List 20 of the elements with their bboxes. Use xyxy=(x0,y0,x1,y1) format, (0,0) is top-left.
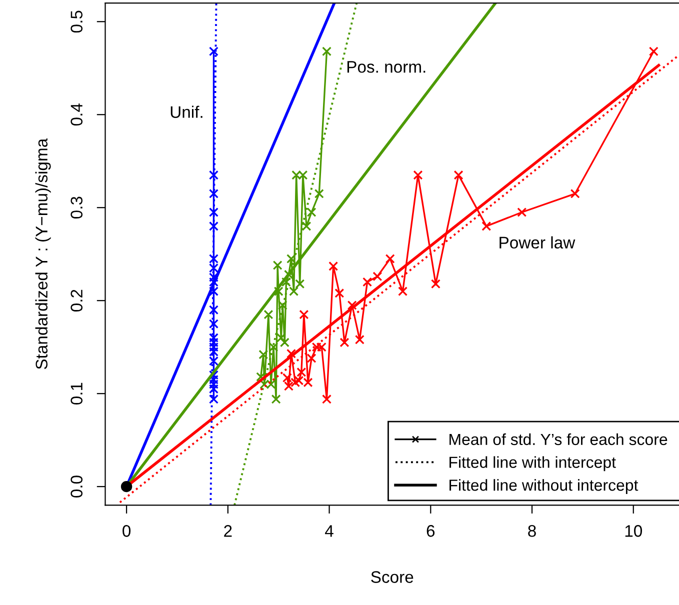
x-tick-label: 0 xyxy=(122,525,131,537)
y-tick-label: 0.1 xyxy=(70,382,83,405)
x-tick-label: 8 xyxy=(528,525,536,537)
y-tick-label: 0.3 xyxy=(70,196,83,219)
x-tick-label: 10 xyxy=(625,525,642,537)
y-tick-label: 0.2 xyxy=(70,290,83,312)
x-axis-title: Score xyxy=(371,571,414,583)
y-tick-label: 0.4 xyxy=(70,104,83,126)
annotation: Power law xyxy=(500,236,576,249)
y-axis-title: Standardized Y : (Y−mu)/sigma xyxy=(35,138,51,370)
y-tick-label: 0.0 xyxy=(70,476,83,498)
x-tick-label: 6 xyxy=(426,525,435,537)
annotation: Fitted line without intercept xyxy=(450,479,638,494)
x-tick-label: 2 xyxy=(224,525,232,537)
y-tick-label: 0.5 xyxy=(70,10,83,33)
annotation: Fitted line with intercept xyxy=(450,456,616,472)
annotation: Unif. xyxy=(170,106,202,118)
x-tick-label: 4 xyxy=(325,525,334,537)
annotation: Pos. norm. xyxy=(347,61,426,73)
annotation: Mean of std. Y’s for each score xyxy=(450,433,668,446)
